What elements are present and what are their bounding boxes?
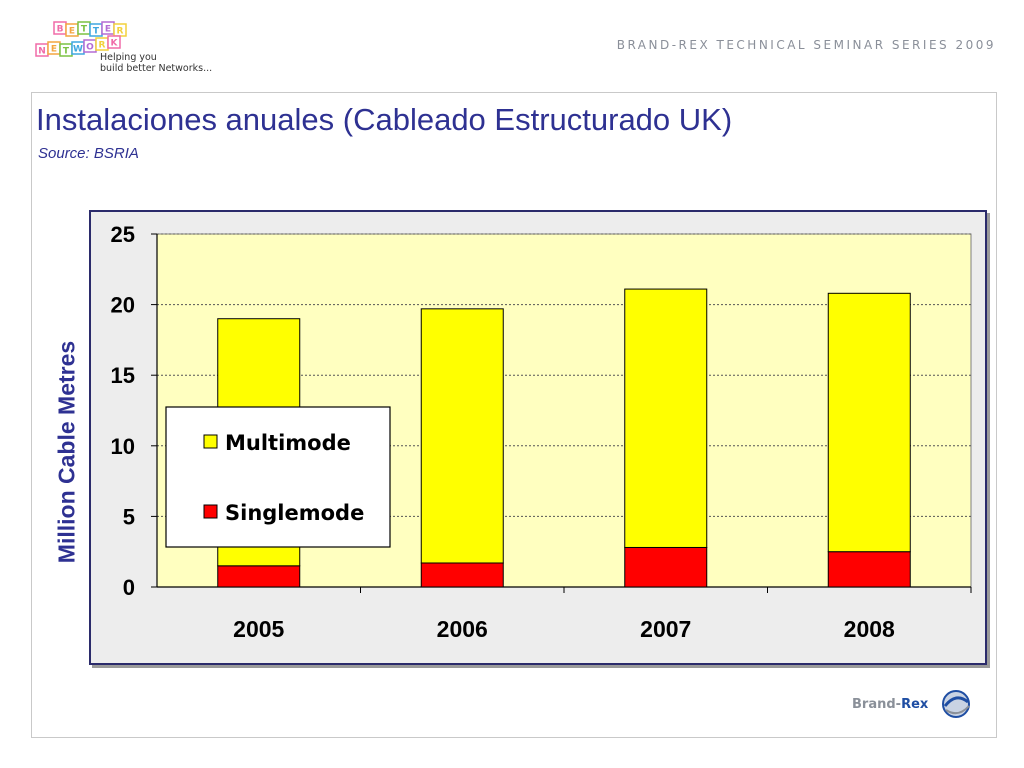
logo-letter: B bbox=[57, 25, 64, 35]
logo-tagline-line2: build better Networks... bbox=[100, 63, 213, 74]
logo-letter: O bbox=[86, 43, 94, 53]
logo-letter: T bbox=[81, 25, 88, 35]
x-tick-label: 2008 bbox=[844, 616, 895, 642]
legend-label-multimode: Multimode bbox=[225, 431, 351, 455]
bar-singlemode-2008 bbox=[827, 551, 911, 588]
logo-letter: N bbox=[38, 47, 46, 57]
legend-box bbox=[165, 406, 391, 548]
y-tick-label: 10 bbox=[111, 434, 135, 459]
slide-subtitle: Source: BSRIA bbox=[38, 145, 139, 162]
x-tick-label: 2007 bbox=[640, 616, 691, 642]
seminar-series-header: BRAND-REX TECHNICAL SEMINAR SERIES 2009 bbox=[616, 38, 996, 52]
bar-singlemode-2006 bbox=[420, 562, 504, 588]
logo-letter: E bbox=[105, 25, 111, 35]
logo-letter: R bbox=[117, 27, 124, 37]
y-tick-label: 15 bbox=[111, 363, 135, 388]
bar-multimode-2008 bbox=[827, 292, 911, 553]
y-tick-label: 25 bbox=[111, 222, 135, 247]
y-tick-label: 20 bbox=[111, 293, 135, 318]
logo-letter: K bbox=[111, 39, 119, 49]
y-tick-label: 5 bbox=[123, 504, 135, 529]
logo-letter: T bbox=[63, 47, 70, 57]
bar-multimode-2007 bbox=[624, 288, 708, 548]
legend-label-singlemode: Singlemode bbox=[225, 501, 364, 525]
brand-rex-logo: Brand-Rex bbox=[852, 688, 977, 722]
bar-singlemode-2007 bbox=[624, 546, 708, 588]
brand-rex-wordmark: Brand-Rex bbox=[852, 697, 929, 712]
slide-title: Instalaciones anuales (Cableado Estructu… bbox=[36, 102, 733, 137]
logo-letter: E bbox=[51, 45, 57, 55]
logo-tagline-line1: Helping you bbox=[100, 52, 157, 63]
logo-tagline: Helping you build better Networks... bbox=[100, 52, 212, 74]
legend-swatch-multimode bbox=[203, 434, 218, 449]
logo-letter: W bbox=[73, 45, 83, 55]
logo-letter: T bbox=[93, 27, 100, 37]
slide-frame bbox=[31, 92, 997, 738]
y-tick-label: 0 bbox=[123, 575, 135, 600]
logo-letter: R bbox=[99, 41, 106, 51]
x-tick-label: 2006 bbox=[437, 616, 488, 642]
legend-swatch-singlemode bbox=[203, 504, 218, 519]
better-networks-logo: B E T T E RN E T W O R K bbox=[35, 21, 127, 57]
logo-block bbox=[107, 35, 121, 49]
globe-icon bbox=[942, 690, 970, 718]
bar-multimode-2006 bbox=[420, 308, 504, 564]
bar-singlemode-2005 bbox=[217, 565, 301, 588]
logo-letter: E bbox=[69, 27, 75, 37]
x-tick-label: 2005 bbox=[233, 616, 284, 642]
